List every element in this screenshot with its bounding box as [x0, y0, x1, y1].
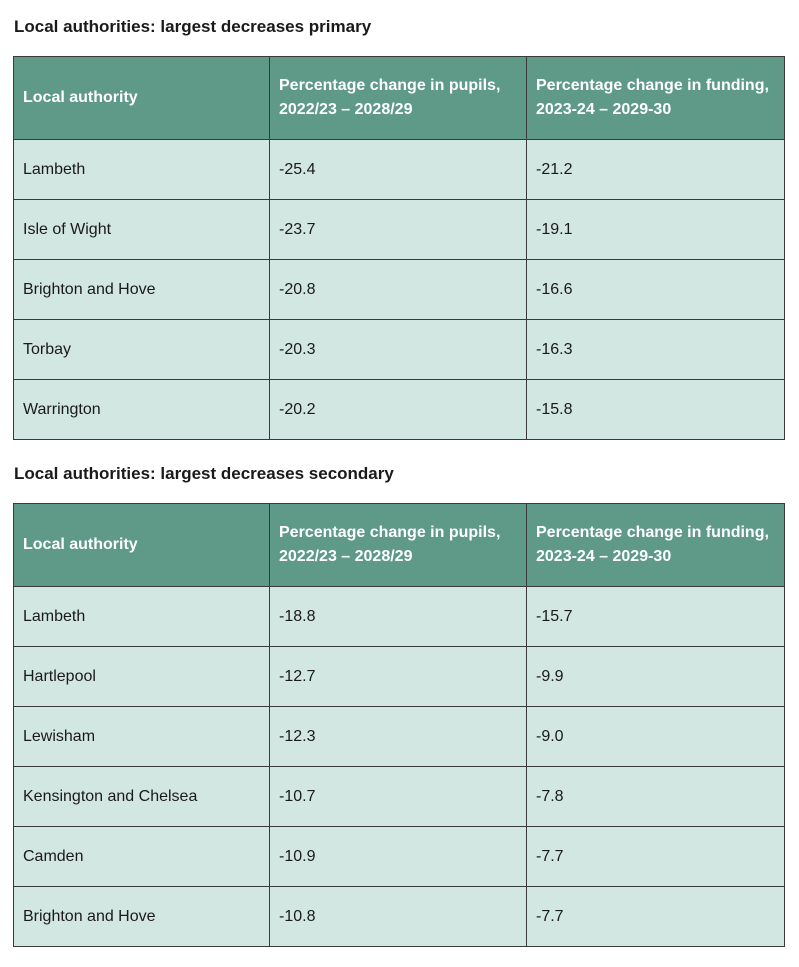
- cell-pupils-change: -20.8: [269, 259, 527, 320]
- cell-local-authority: Lambeth: [13, 586, 270, 647]
- table-row: Warrington -20.2 -15.8: [13, 379, 785, 440]
- table-row: Isle of Wight -23.7 -19.1: [13, 199, 785, 260]
- secondary-section-title: Local authorities: largest decreases sec…: [14, 464, 394, 483]
- header-funding-change: Percentage change in funding, 2023-24 – …: [526, 503, 785, 587]
- cell-local-authority: Hartlepool: [13, 646, 270, 707]
- cell-pupils-change: -10.9: [269, 826, 527, 887]
- secondary-table: Local authority Percentage change in pup…: [13, 503, 785, 947]
- cell-local-authority: Lambeth: [13, 139, 270, 200]
- cell-funding-change: -7.7: [526, 886, 785, 947]
- cell-local-authority: Kensington and Chelsea: [13, 766, 270, 827]
- cell-local-authority: Lewisham: [13, 706, 270, 767]
- cell-local-authority: Torbay: [13, 319, 270, 380]
- primary-section-title: Local authorities: largest decreases pri…: [14, 17, 372, 36]
- cell-pupils-change: -20.3: [269, 319, 527, 380]
- table-row: Brighton and Hove -20.8 -16.6: [13, 259, 785, 320]
- header-pupils-change: Percentage change in pupils, 2022/23 – 2…: [269, 503, 527, 587]
- cell-funding-change: -15.7: [526, 586, 785, 647]
- cell-pupils-change: -12.7: [269, 646, 527, 707]
- header-local-authority: Local authority: [13, 56, 270, 140]
- table-row: Lambeth -25.4 -21.2: [13, 139, 785, 200]
- cell-funding-change: -7.7: [526, 826, 785, 887]
- cell-pupils-change: -10.7: [269, 766, 527, 827]
- cell-local-authority: Isle of Wight: [13, 199, 270, 260]
- table-row: Brighton and Hove -10.8 -7.7: [13, 886, 785, 947]
- cell-pupils-change: -10.8: [269, 886, 527, 947]
- cell-funding-change: -9.9: [526, 646, 785, 707]
- cell-funding-change: -7.8: [526, 766, 785, 827]
- cell-funding-change: -21.2: [526, 139, 785, 200]
- header-pupils-change: Percentage change in pupils, 2022/23 – 2…: [269, 56, 527, 140]
- cell-local-authority: Brighton and Hove: [13, 259, 270, 320]
- table-row: Lambeth -18.8 -15.7: [13, 586, 785, 647]
- cell-local-authority: Camden: [13, 826, 270, 887]
- primary-table: Local authority Percentage change in pup…: [13, 56, 785, 440]
- table-row: Lewisham -12.3 -9.0: [13, 706, 785, 767]
- cell-pupils-change: -18.8: [269, 586, 527, 647]
- cell-funding-change: -16.3: [526, 319, 785, 380]
- cell-local-authority: Warrington: [13, 379, 270, 440]
- cell-pupils-change: -12.3: [269, 706, 527, 767]
- cell-funding-change: -9.0: [526, 706, 785, 767]
- table-row: Hartlepool -12.7 -9.9: [13, 646, 785, 707]
- table-row: Camden -10.9 -7.7: [13, 826, 785, 887]
- table-header-row: Local authority Percentage change in pup…: [13, 56, 785, 140]
- cell-funding-change: -16.6: [526, 259, 785, 320]
- cell-pupils-change: -20.2: [269, 379, 527, 440]
- table-row: Kensington and Chelsea -10.7 -7.8: [13, 766, 785, 827]
- cell-pupils-change: -25.4: [269, 139, 527, 200]
- cell-local-authority: Brighton and Hove: [13, 886, 270, 947]
- cell-funding-change: -19.1: [526, 199, 785, 260]
- header-funding-change: Percentage change in funding, 2023-24 – …: [526, 56, 785, 140]
- cell-pupils-change: -23.7: [269, 199, 527, 260]
- header-local-authority: Local authority: [13, 503, 270, 587]
- table-row: Torbay -20.3 -16.3: [13, 319, 785, 380]
- cell-funding-change: -15.8: [526, 379, 785, 440]
- table-header-row: Local authority Percentage change in pup…: [13, 503, 785, 587]
